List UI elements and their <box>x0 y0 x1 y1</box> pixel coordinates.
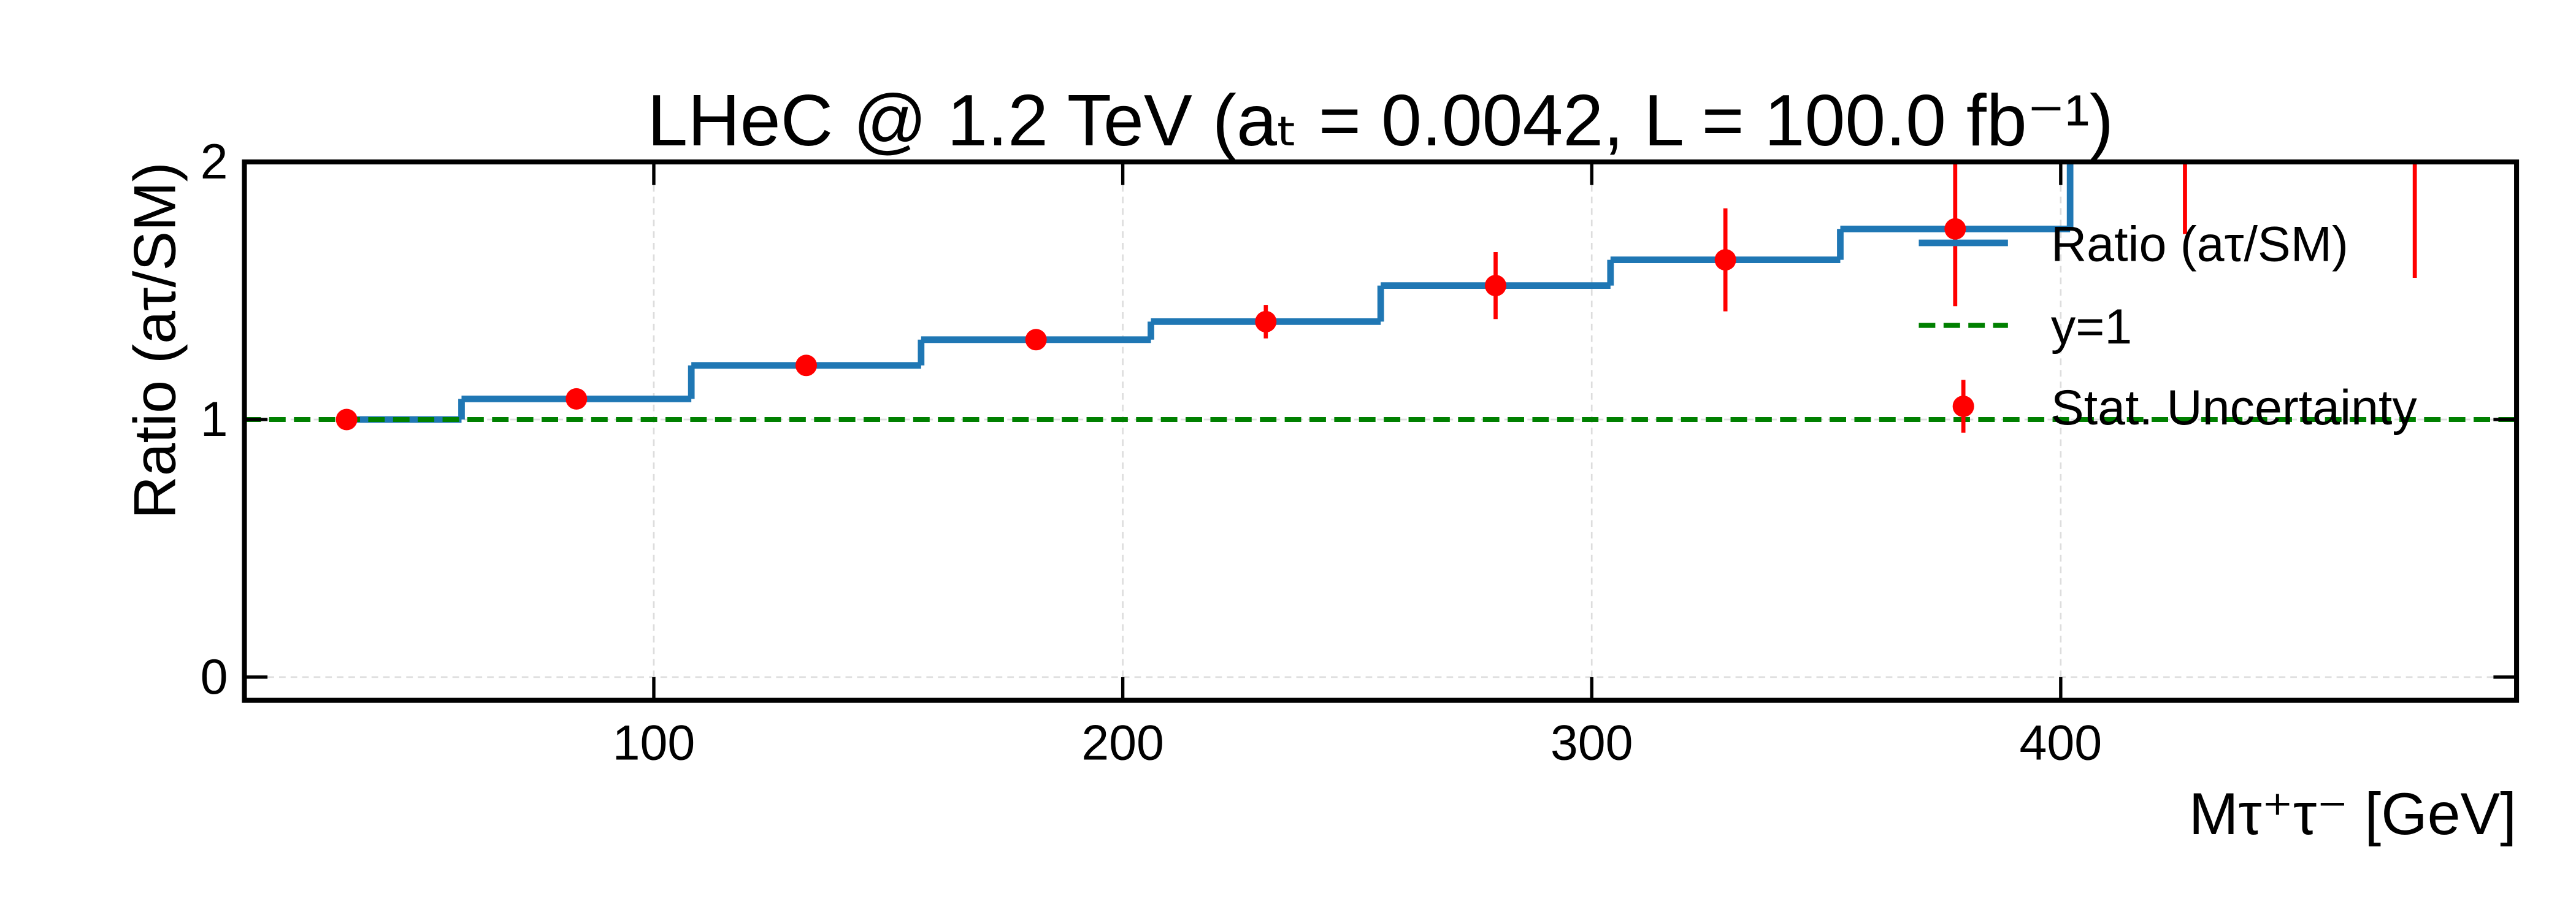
data-point <box>2404 23 2426 44</box>
legend-label: Ratio (aτ/SM) <box>2051 217 2348 272</box>
x-tick-label: 400 <box>2019 716 2102 771</box>
chart-title: LHeC @ 1.2 TeV (aₜ = 0.0042, L = 100.0 f… <box>647 80 2114 161</box>
data-point <box>2174 74 2196 96</box>
data-point <box>1484 275 1506 297</box>
y-tick-label: 1 <box>201 392 228 447</box>
y-tick-label: 2 <box>201 134 228 190</box>
plot-area <box>244 23 2517 431</box>
axes-frame <box>242 159 2520 703</box>
data-point <box>795 355 817 377</box>
data-point <box>335 408 358 431</box>
legend: Ratio (aτ/SM) y=1 Stat. Uncertainty <box>1919 217 2418 435</box>
data-point <box>1944 218 1966 240</box>
y-tick-label: 0 <box>201 650 228 705</box>
legend-label: Stat. Uncertainty <box>2051 380 2418 435</box>
data-point <box>1255 310 1277 332</box>
x-tick-label: 100 <box>613 716 696 771</box>
data-point <box>1025 329 1047 351</box>
x-axis-label: Mτ⁺τ⁻ [GeV] <box>2189 780 2517 847</box>
legend-swatch <box>1952 396 1974 417</box>
data-point <box>1714 249 1736 271</box>
x-tick-label: 300 <box>1551 716 1633 771</box>
x-tick-label: 200 <box>1081 716 1164 771</box>
data-point <box>565 388 588 410</box>
ticks: 100 200 300 400 0 1 2 <box>201 134 2517 771</box>
legend-label: y=1 <box>2051 299 2132 355</box>
y-axis-label: Ratio (aτ/SM) <box>121 162 188 519</box>
